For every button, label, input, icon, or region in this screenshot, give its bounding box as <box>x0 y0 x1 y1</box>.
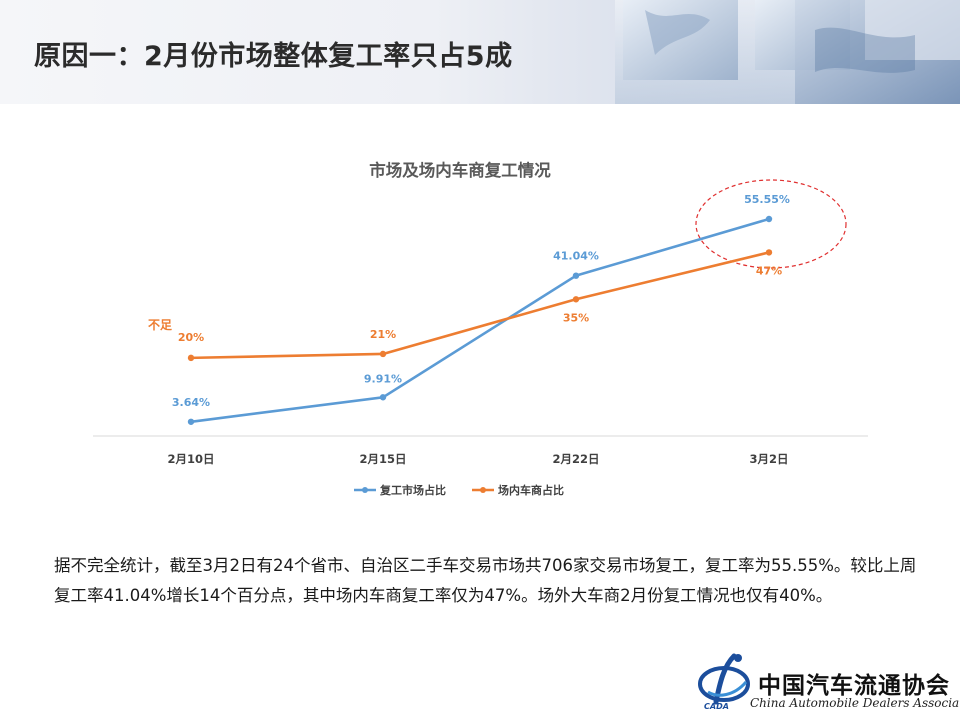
x-tick-label-4: 3月2日 <box>749 452 788 466</box>
series-1-point-1 <box>187 418 195 425</box>
legend-marker-1 <box>362 487 368 493</box>
series-1-data-label-3: 41.04% <box>553 250 599 263</box>
chart-title: 市场及场内车商复工情况 <box>369 160 551 180</box>
line-chart: 市场及场内车商复工情况 3.64% 9.91% 41.04% 55.55% 20% 21%… <box>93 160 868 497</box>
series-1-point-4 <box>765 215 773 223</box>
series-2-data-label-1: 20% <box>178 331 204 344</box>
series-2-point-2 <box>379 350 387 358</box>
body-paragraph: 据不完全统计，截至3月2日有24个省市、自治区二手车交易市场共706家交易市场复… <box>54 556 917 605</box>
series-2-point-4 <box>765 249 773 256</box>
legend-label-2: 场内车商占比 <box>498 483 564 497</box>
cada-emblem-icon <box>698 653 750 705</box>
series-1-point-2 <box>379 394 387 401</box>
series-2-data-label-4: 47% <box>756 264 782 277</box>
logo-english-name: China Automobile Dealers Association <box>750 696 960 710</box>
series-1-data-label-1: 3.64% <box>172 396 210 409</box>
logo-chinese-name: 中国汽车流通协会 <box>758 672 950 699</box>
series-1-data-label-2: 9.91% <box>364 372 402 385</box>
logo-abbreviation: CADA <box>704 702 729 711</box>
x-tick-label-2: 2月15日 <box>359 452 406 466</box>
legend-label-1: 复工市场占比 <box>379 483 446 497</box>
series-2-point-3 <box>572 296 580 303</box>
cada-logo: CADA 中国汽车流通协会 China Automobile Dealers A… <box>690 652 960 718</box>
x-tick-label-3: 2月22日 <box>552 452 599 466</box>
series-2-point-1 <box>187 354 195 362</box>
series-2-data-label-2: 21% <box>370 328 396 341</box>
page-title: 原因一：2月份市场整体复工率只占5成 <box>34 41 513 72</box>
series-1-data-label-4: 55.55% <box>744 193 790 206</box>
series-line-2 <box>190 251 770 360</box>
header-decor-cubes <box>615 0 960 104</box>
x-tick-label-1: 2月10日 <box>167 452 214 466</box>
series-2-data-label-3: 35% <box>563 311 589 324</box>
header-banner: 原因一：2月份市场整体复工率只占5成 <box>0 0 960 104</box>
shortfall-annotation: 不足 <box>148 318 172 332</box>
series-line-1 <box>190 217 770 424</box>
chart-legend: 复工市场占比 场内车商占比 <box>354 483 564 497</box>
series-1-point-3 <box>572 272 580 279</box>
highlight-ellipse <box>695 179 847 269</box>
legend-marker-2 <box>480 487 486 493</box>
